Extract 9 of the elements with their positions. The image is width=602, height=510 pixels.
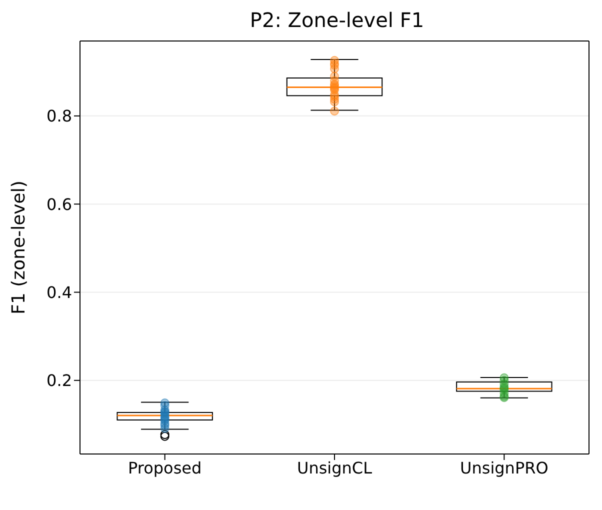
y-tick-label: 0.6	[46, 194, 72, 214]
x-tick-label: UnsignPRO	[460, 458, 548, 478]
chart-title: P2: Zone-level F1	[248, 8, 426, 32]
y-axis-title: F1 (zone-level)	[8, 180, 30, 314]
y-tick-label: 0.4	[46, 282, 72, 302]
y-tick-label: 0.2	[46, 371, 72, 390]
x-tick-label: Proposed	[128, 458, 202, 478]
x-tick-label: UnsignCL	[296, 458, 372, 478]
y-tick-label: 0.8	[46, 106, 72, 126]
